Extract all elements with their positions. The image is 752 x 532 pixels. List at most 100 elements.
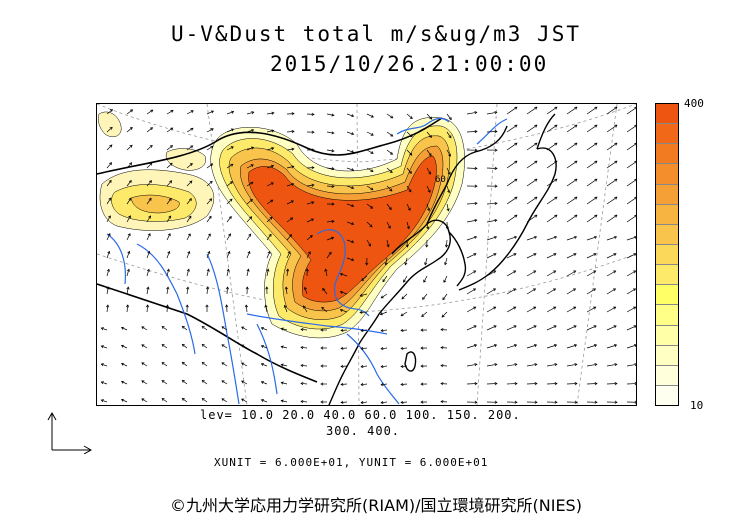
wind-arrow — [281, 382, 288, 385]
wind-arrow — [486, 236, 497, 241]
wind-arrowhead — [300, 363, 304, 368]
wind-arrow — [206, 110, 214, 115]
wind-arrowhead — [428, 134, 432, 138]
wind-arrow — [221, 344, 228, 349]
wind-arrow — [405, 257, 408, 265]
wind-arrow — [626, 125, 636, 133]
wind-arrowhead — [494, 111, 498, 115]
wind-arrowhead — [108, 197, 112, 201]
wind-arrow — [386, 221, 391, 229]
wind-arrow — [126, 162, 132, 169]
wind-arrowhead — [161, 380, 165, 383]
wind-arrowhead — [370, 114, 374, 118]
wind-arrowhead — [260, 399, 264, 403]
wind-arrow — [626, 270, 636, 277]
wind-arrowhead — [229, 198, 233, 202]
wind-arrowhead — [249, 199, 253, 203]
wind-arrow — [526, 325, 537, 331]
wind-arrowhead — [533, 306, 537, 310]
wind-arrow — [226, 163, 234, 169]
wind-arrow — [406, 113, 413, 119]
wind-arrowhead — [322, 287, 326, 291]
wind-arrowhead — [300, 345, 304, 350]
wind-arrow — [626, 107, 636, 115]
wind-arrow — [206, 146, 214, 151]
wind-arrow — [446, 185, 450, 193]
wind-arrowhead — [221, 362, 225, 366]
wind-arrow — [566, 178, 578, 187]
wind-arrowhead — [340, 346, 344, 350]
wind-arrow — [126, 144, 133, 151]
wind-arrowhead — [221, 344, 225, 348]
wind-arrow — [445, 239, 448, 248]
wind-arrow — [506, 344, 517, 349]
wind-arrowhead — [120, 380, 125, 384]
wind-arrowhead — [494, 218, 498, 223]
wind-arrowhead — [534, 400, 538, 404]
wind-arrow — [606, 363, 617, 367]
wind-arrowhead — [271, 129, 275, 133]
wind-arrow — [382, 275, 388, 282]
wind-arrowhead — [145, 304, 150, 308]
wind-arrow — [266, 165, 274, 169]
wind-arrow — [359, 311, 368, 313]
wind-arrowhead — [427, 208, 431, 212]
wind-arrowhead — [380, 347, 384, 351]
wind-arrowhead — [169, 162, 173, 166]
wind-arrowhead — [311, 130, 315, 134]
wind-arrowhead — [247, 250, 251, 255]
wind-arrow — [340, 291, 348, 295]
wind-arrowhead — [149, 162, 153, 166]
wind-arrow — [340, 273, 348, 277]
wind-arrow — [606, 106, 618, 115]
wind-arrowhead — [594, 381, 598, 386]
wind-arrow — [440, 383, 448, 385]
wind-arrowhead — [331, 184, 335, 189]
wind-arrowhead — [633, 253, 636, 256]
wind-arrowhead — [300, 327, 304, 332]
wind-arrowhead — [553, 270, 557, 274]
wind-arrow — [146, 127, 153, 133]
wind-arrow — [526, 363, 537, 367]
wind-arrow — [340, 329, 348, 331]
wind-arrow — [366, 239, 371, 247]
wind-arrowhead — [473, 235, 478, 239]
wind-arrowhead — [474, 148, 478, 152]
wind-arrow — [326, 113, 334, 116]
wind-arrow — [261, 345, 268, 349]
wind-arrowhead — [126, 286, 130, 290]
wind-arrowhead — [351, 186, 355, 190]
wind-arrowhead — [146, 268, 150, 272]
wind-arrowhead — [241, 398, 245, 402]
wind-arrowhead — [141, 326, 145, 330]
wind-arrow — [246, 233, 251, 241]
wind-arrow — [422, 293, 428, 300]
wind-arrowhead — [553, 235, 558, 239]
wind-arrowhead — [127, 233, 131, 237]
wind-arrowhead — [270, 199, 274, 203]
wind-arrow — [186, 287, 189, 295]
wind-arrow — [506, 306, 516, 313]
wind-arrow — [340, 365, 348, 367]
wind-arrow — [626, 344, 636, 349]
wind-arrow — [206, 216, 212, 223]
wind-arrow — [266, 199, 273, 205]
wind-arrow — [266, 234, 272, 241]
wind-arrow — [246, 181, 254, 187]
wind-arrowhead — [494, 201, 498, 205]
legend-swatch — [656, 224, 678, 245]
wind-arrowhead — [359, 310, 363, 314]
wind-arrow — [406, 221, 410, 229]
wind-arrowhead — [108, 215, 111, 219]
wind-arrowhead — [181, 361, 185, 365]
wind-arrow — [526, 178, 538, 187]
wind-arrow — [346, 239, 354, 243]
wind-arrowhead — [120, 344, 125, 348]
wind-arrowhead — [230, 163, 234, 167]
wind-arrow — [626, 236, 636, 241]
wind-arrowhead — [331, 167, 335, 171]
wind-arrowhead — [594, 124, 598, 128]
wind-arrowhead — [389, 170, 393, 174]
wind-arrowhead — [574, 178, 578, 182]
wind-arrow — [106, 162, 112, 169]
